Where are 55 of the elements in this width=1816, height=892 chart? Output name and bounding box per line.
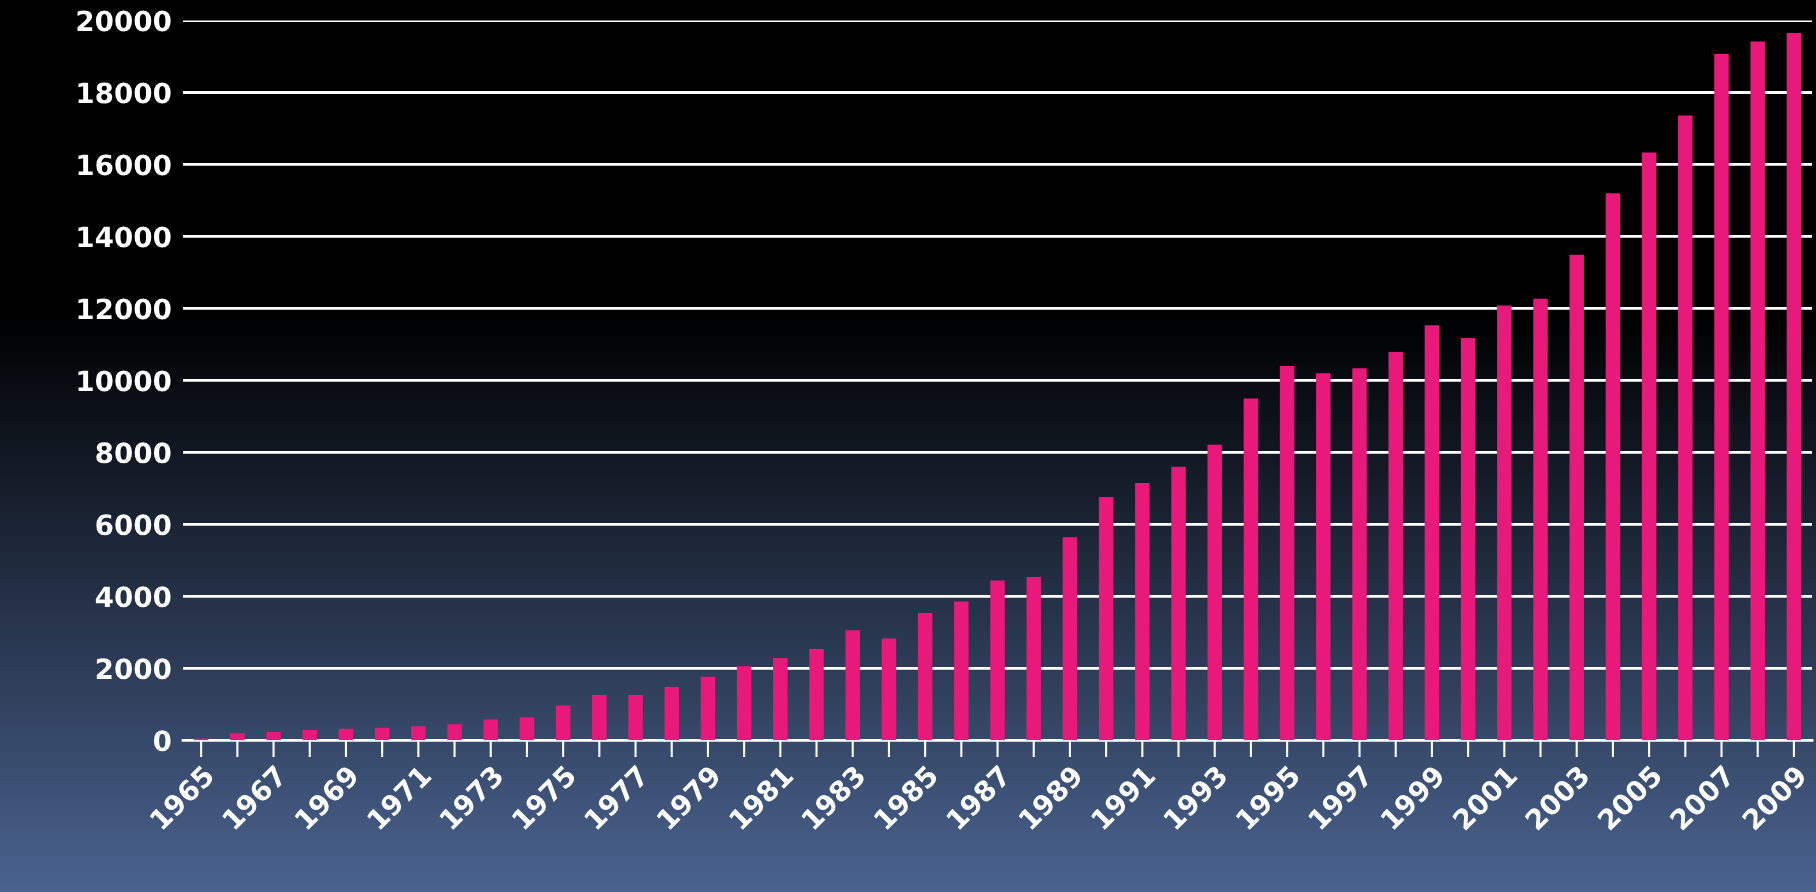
- bar: [302, 729, 317, 741]
- bar: [411, 726, 426, 741]
- bar: [700, 676, 716, 741]
- bar: [1460, 337, 1476, 741]
- bar: [519, 717, 535, 741]
- bar: [1316, 373, 1331, 741]
- bar: [266, 732, 281, 741]
- bar: [1135, 483, 1150, 741]
- bar: [1026, 576, 1041, 741]
- y-tick-label: 16000: [78, 154, 171, 176]
- y-tick-label: 20000: [77, 10, 171, 32]
- bar: [1171, 466, 1186, 741]
- y-tick-label: 2000: [96, 658, 171, 680]
- bar: [1279, 366, 1295, 741]
- bar: [845, 630, 860, 741]
- y-tick-label: 10000: [78, 370, 171, 392]
- y-tick-label: 0: [153, 730, 171, 752]
- y-tick-label: 18000: [78, 82, 171, 104]
- bar: [1714, 53, 1729, 741]
- bar: [592, 695, 607, 741]
- bar: [555, 705, 571, 741]
- y-tick-label: 14000: [78, 226, 171, 248]
- bar: [1388, 352, 1403, 741]
- bar: [1569, 254, 1584, 741]
- bar: [1750, 41, 1765, 741]
- bar: [1678, 115, 1693, 741]
- bar: [881, 638, 897, 741]
- bar: [628, 695, 643, 741]
- bar: [954, 601, 969, 741]
- bar: [1062, 537, 1078, 741]
- y-tick-label: 12000: [78, 298, 171, 320]
- bar: [1641, 152, 1657, 741]
- bar: [917, 612, 933, 741]
- bar: [1497, 305, 1512, 741]
- bar: [1098, 497, 1114, 741]
- bar: [1424, 325, 1440, 741]
- bar: [1243, 398, 1259, 741]
- bar: [374, 727, 390, 741]
- bar: [1207, 444, 1222, 741]
- bar: [664, 687, 679, 741]
- bar: [736, 666, 752, 741]
- bar: [230, 733, 245, 741]
- bar: [990, 580, 1005, 741]
- bar: [809, 648, 824, 741]
- y-tick-label: 8000: [96, 442, 171, 464]
- y-tick-label: 6000: [96, 514, 171, 536]
- bar: [338, 728, 354, 741]
- bar: [447, 724, 462, 741]
- bar: [483, 719, 498, 741]
- bar: [1786, 33, 1802, 741]
- bar: [773, 657, 788, 741]
- bar: [1605, 193, 1621, 741]
- bar: [1533, 298, 1548, 741]
- y-tick-label: 4000: [95, 586, 171, 608]
- bar: [1352, 368, 1367, 741]
